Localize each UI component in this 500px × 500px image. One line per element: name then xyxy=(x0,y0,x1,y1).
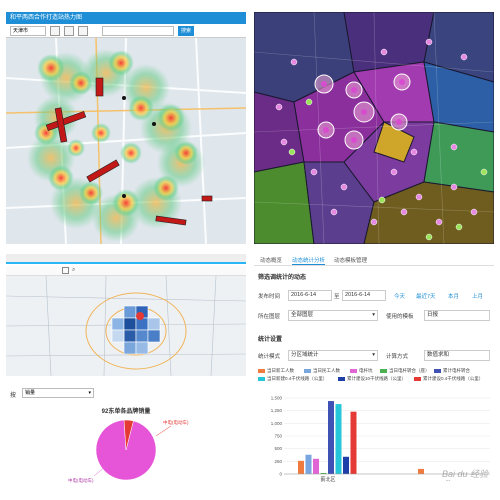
heatmap-title: 和平两西合作打造站热力图 xyxy=(6,12,246,24)
legend-swatch xyxy=(380,368,387,373)
mode-label: 统计模式 xyxy=(258,354,281,360)
filter-select[interactable]: 销量 ▾ xyxy=(22,388,94,398)
pie-chart-title: 92东单各品牌销量 xyxy=(101,409,151,415)
legend-label: 电杆坑 xyxy=(359,368,373,373)
heatmap-panel: 和平两西合作打造站热力图 天津市 搜索 xyxy=(6,12,246,244)
mode-select[interactable]: 分区域统计 ▾ xyxy=(288,350,378,361)
bar xyxy=(350,411,357,474)
legend-item[interactable]: 当日民工人数 xyxy=(304,368,340,374)
template-select[interactable]: 日报 xyxy=(424,310,490,321)
tab-overview[interactable]: 动态概览 xyxy=(260,258,283,264)
bar xyxy=(418,468,424,474)
legend-label: 当日新工人数 xyxy=(267,368,294,373)
tab-analysis[interactable]: 动态统计分析 xyxy=(292,258,326,265)
district-toolbar: ⌕ xyxy=(6,266,246,276)
layer-value: 全部图层 xyxy=(291,312,314,318)
date-separator: 至 xyxy=(334,294,340,300)
time-label: 发布时间 xyxy=(258,294,281,300)
legend-item[interactable]: 累计建设10千伏线路（公里） xyxy=(338,376,406,382)
quick-lastmonth-link[interactable]: 上月 xyxy=(472,294,484,300)
calc-select[interactable]: 数值求和 xyxy=(424,350,490,361)
legend-label: 累计建设0.4千伏线路（公里） xyxy=(423,376,484,381)
legend-item[interactable]: 当日电杆转合（座） xyxy=(380,368,430,374)
legend-item[interactable]: 累计电杆转合 xyxy=(434,368,470,374)
district-panel: ⌕ 按 销量 ▾ 92东单各品牌销量 xyxy=(6,254,246,486)
chevron-down-icon: ▾ xyxy=(372,312,375,318)
quick-today-link[interactable]: 今天 xyxy=(394,294,406,300)
district-map[interactable] xyxy=(6,276,246,376)
legend-label: 累计建设10千伏线路（公里） xyxy=(347,376,407,381)
quick-7days-link[interactable]: 最近7天 xyxy=(416,294,436,300)
bar xyxy=(320,472,327,474)
filter-value: 销量 xyxy=(25,390,36,396)
y-tick-label: 0 xyxy=(279,472,282,477)
pie-chart xyxy=(93,419,172,481)
y-tick-label: 1,500 xyxy=(271,396,283,401)
bar xyxy=(328,401,334,474)
filter-label: 按 xyxy=(10,393,17,399)
search-icon[interactable]: ⌕ xyxy=(72,267,76,273)
y-tick-label: 250 xyxy=(274,459,282,464)
legend-swatch xyxy=(304,368,311,373)
legend-swatch xyxy=(414,376,421,381)
district-header xyxy=(6,254,246,264)
bar xyxy=(313,458,319,474)
legend-label: 当日新建0.4千伏线路（公里） xyxy=(267,376,328,381)
y-tick-label: 750 xyxy=(274,434,282,439)
pie-label: 中电(电动车) xyxy=(163,420,189,425)
map-pin-icon xyxy=(136,312,145,328)
layer-label: 所在图层 xyxy=(258,314,281,320)
legend-label: 当日民工人数 xyxy=(313,368,340,373)
chevron-down-icon: ▾ xyxy=(372,352,375,358)
legend-swatch xyxy=(258,368,265,373)
date-to-field[interactable]: 2016-6-14 xyxy=(342,290,386,301)
pie-label: 中电(电动车) xyxy=(68,478,94,483)
watermark: Bai du 经验 xyxy=(441,469,488,479)
legend-item[interactable]: 当日新建0.4千伏线路（公里） xyxy=(258,376,327,382)
section-settings-title: 统计设置 xyxy=(258,337,283,343)
legend-item[interactable]: 当日新工人数 xyxy=(258,368,294,374)
search-button[interactable]: 搜索 xyxy=(178,26,194,36)
legend-item[interactable]: 电杆坑 xyxy=(350,368,373,374)
tool-icon[interactable] xyxy=(50,26,60,36)
legend-label: 累计电杆转合 xyxy=(443,368,470,373)
x-tick-label: ... xyxy=(446,477,450,483)
tab-templates[interactable]: 动态模板管理 xyxy=(334,258,368,264)
tool-icon[interactable] xyxy=(62,267,69,274)
bar xyxy=(298,460,304,474)
legend-swatch xyxy=(350,368,357,373)
legend-item[interactable]: 累计建设0.4千伏线路（公里） xyxy=(414,376,483,382)
bar xyxy=(343,456,349,474)
tab-bar: 动态概览 动态统计分析 动态模板管理 xyxy=(254,254,494,266)
tool-icon[interactable] xyxy=(64,26,74,36)
heatmap-toolbar: 天津市 搜索 xyxy=(6,24,246,38)
legend-label: 当日电杆转合（座） xyxy=(389,368,430,373)
heatmap-map[interactable] xyxy=(6,38,246,244)
y-tick-label: 1,000 xyxy=(271,421,283,426)
bar xyxy=(335,404,342,474)
legend-swatch xyxy=(434,368,441,373)
stats-panel: 动态概览 动态统计分析 动态模板管理 筛选调统计的动态 发布时间 2016-6-… xyxy=(254,254,494,486)
cluster-map-panel xyxy=(254,12,494,244)
search-input[interactable] xyxy=(102,26,174,36)
calc-label: 计算方式 xyxy=(386,354,409,360)
template-label: 使用的模板 xyxy=(386,314,414,320)
chevron-down-icon: ▾ xyxy=(88,390,91,396)
pie-slice xyxy=(123,419,134,451)
layer-select[interactable]: 全部图层 ▾ xyxy=(288,310,378,321)
quick-month-link[interactable]: 本月 xyxy=(448,294,460,300)
bar xyxy=(305,454,312,474)
cluster-map[interactable] xyxy=(254,12,494,244)
legend-swatch xyxy=(338,376,345,381)
city-select[interactable]: 天津市 xyxy=(10,26,46,36)
section-filter-title: 筛选调统计的动态 xyxy=(258,275,307,281)
y-tick-label: 1,250 xyxy=(271,408,283,413)
mode-value: 分区域统计 xyxy=(291,352,319,358)
bar-chart: 0 250 500 750 1,000 1,250 1,500 蓟北区... xyxy=(271,396,490,483)
x-tick-label: 蓟北区 xyxy=(320,476,335,483)
legend-swatch xyxy=(258,376,265,381)
date-from-field[interactable]: 2016-6-14 xyxy=(288,290,332,301)
tool-icon[interactable] xyxy=(78,26,88,36)
y-tick-label: 500 xyxy=(274,446,282,451)
